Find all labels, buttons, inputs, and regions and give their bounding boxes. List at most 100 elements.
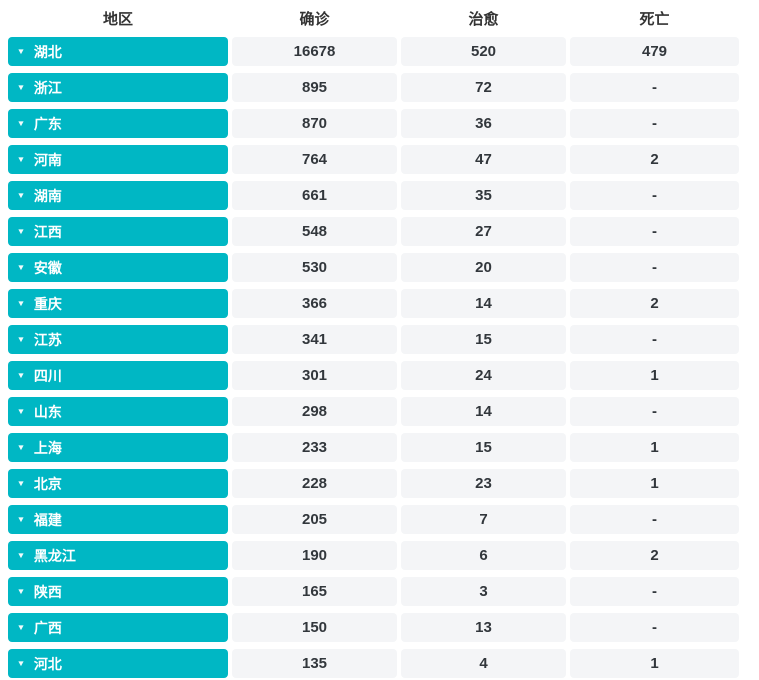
deaths-cell: 1 bbox=[570, 361, 739, 390]
confirmed-cell: 341 bbox=[232, 325, 397, 354]
region-expand-button[interactable]: ▼ 安徽 bbox=[8, 253, 228, 282]
column-header-cured: 治愈 bbox=[468, 11, 499, 28]
region-expand-button[interactable]: ▼ 浙江 bbox=[8, 73, 228, 102]
cured-cell: 36 bbox=[401, 109, 566, 138]
table-row: ▼ 山东 298 14 - bbox=[8, 397, 759, 426]
region-expand-button[interactable]: ▼ 湖南 bbox=[8, 181, 228, 210]
chevron-down-icon: ▼ bbox=[16, 550, 26, 560]
deaths-cell: - bbox=[570, 325, 739, 354]
cured-cell: 15 bbox=[401, 325, 566, 354]
region-expand-button[interactable]: ▼ 上海 bbox=[8, 433, 228, 462]
confirmed-cell: 150 bbox=[232, 613, 397, 642]
confirmed-cell: 190 bbox=[232, 541, 397, 570]
table-row: ▼ 江西 548 27 - bbox=[8, 217, 759, 246]
table-row: ▼ 北京 228 23 1 bbox=[8, 469, 759, 498]
chevron-down-icon: ▼ bbox=[16, 658, 26, 668]
table-row: ▼ 黑龙江 190 6 2 bbox=[8, 541, 759, 570]
region-expand-button[interactable]: ▼ 广东 bbox=[8, 109, 228, 138]
confirmed-cell: 530 bbox=[232, 253, 397, 282]
region-expand-button[interactable]: ▼ 江苏 bbox=[8, 325, 228, 354]
confirmed-cell: 301 bbox=[232, 361, 397, 390]
chevron-down-icon: ▼ bbox=[16, 298, 26, 308]
cured-cell: 520 bbox=[401, 37, 566, 66]
region-expand-button[interactable]: ▼ 黑龙江 bbox=[8, 541, 228, 570]
region-expand-button[interactable]: ▼ 湖北 bbox=[8, 37, 228, 66]
confirmed-cell: 135 bbox=[232, 649, 397, 678]
region-label: 四川 bbox=[33, 367, 62, 384]
region-expand-button[interactable]: ▼ 四川 bbox=[8, 361, 228, 390]
region-label: 黑龙江 bbox=[33, 547, 76, 564]
chevron-down-icon: ▼ bbox=[16, 442, 26, 452]
table-row: ▼ 浙江 895 72 - bbox=[8, 73, 759, 102]
region-label: 山东 bbox=[33, 403, 62, 420]
table-row: ▼ 陕西 165 3 - bbox=[8, 577, 759, 606]
cured-cell: 23 bbox=[401, 469, 566, 498]
confirmed-cell: 233 bbox=[232, 433, 397, 462]
table-row: ▼ 重庆 366 14 2 bbox=[8, 289, 759, 318]
region-expand-button[interactable]: ▼ 广西 bbox=[8, 613, 228, 642]
chevron-down-icon: ▼ bbox=[16, 370, 26, 380]
region-expand-button[interactable]: ▼ 河南 bbox=[8, 145, 228, 174]
region-expand-button[interactable]: ▼ 陕西 bbox=[8, 577, 228, 606]
region-label: 北京 bbox=[33, 475, 62, 492]
chevron-down-icon: ▼ bbox=[16, 262, 26, 272]
confirmed-cell: 895 bbox=[232, 73, 397, 102]
chevron-down-icon: ▼ bbox=[16, 46, 26, 56]
region-expand-button[interactable]: ▼ 北京 bbox=[8, 469, 228, 498]
cured-cell: 13 bbox=[401, 613, 566, 642]
confirmed-cell: 661 bbox=[232, 181, 397, 210]
confirmed-cell: 366 bbox=[232, 289, 397, 318]
region-label: 河北 bbox=[33, 655, 62, 672]
region-label: 上海 bbox=[33, 439, 62, 456]
region-label: 江西 bbox=[33, 223, 62, 240]
region-expand-button[interactable]: ▼ 江西 bbox=[8, 217, 228, 246]
cured-cell: 35 bbox=[401, 181, 566, 210]
confirmed-cell: 205 bbox=[232, 505, 397, 534]
table-header: 地区 确诊 治愈 死亡 bbox=[0, 0, 759, 37]
deaths-cell: - bbox=[570, 73, 739, 102]
deaths-cell: 1 bbox=[570, 433, 739, 462]
chevron-down-icon: ▼ bbox=[16, 190, 26, 200]
chevron-down-icon: ▼ bbox=[16, 334, 26, 344]
cured-cell: 20 bbox=[401, 253, 566, 282]
cured-cell: 14 bbox=[401, 289, 566, 318]
cured-cell: 4 bbox=[401, 649, 566, 678]
region-expand-button[interactable]: ▼ 福建 bbox=[8, 505, 228, 534]
chevron-down-icon: ▼ bbox=[16, 514, 26, 524]
confirmed-cell: 165 bbox=[232, 577, 397, 606]
region-expand-button[interactable]: ▼ 河北 bbox=[8, 649, 228, 678]
confirmed-cell: 228 bbox=[232, 469, 397, 498]
chevron-down-icon: ▼ bbox=[16, 154, 26, 164]
region-label: 陕西 bbox=[33, 583, 62, 600]
deaths-cell: - bbox=[570, 613, 739, 642]
chevron-down-icon: ▼ bbox=[16, 226, 26, 236]
region-label: 广东 bbox=[33, 115, 62, 132]
chevron-down-icon: ▼ bbox=[16, 118, 26, 128]
table-body: ▼ 湖北 16678 520 479 ▼ 浙江 895 72 - ▼ 广东 87… bbox=[0, 37, 759, 678]
cured-cell: 7 bbox=[401, 505, 566, 534]
region-label: 湖北 bbox=[33, 43, 62, 60]
chevron-down-icon: ▼ bbox=[16, 406, 26, 416]
region-expand-button[interactable]: ▼ 山东 bbox=[8, 397, 228, 426]
cured-cell: 72 bbox=[401, 73, 566, 102]
column-header-confirmed: 确诊 bbox=[299, 11, 330, 28]
chevron-down-icon: ▼ bbox=[16, 478, 26, 488]
region-label: 浙江 bbox=[33, 79, 62, 96]
table-row: ▼ 湖南 661 35 - bbox=[8, 181, 759, 210]
cured-cell: 3 bbox=[401, 577, 566, 606]
deaths-cell: - bbox=[570, 505, 739, 534]
column-header-deaths: 死亡 bbox=[639, 11, 670, 28]
deaths-cell: - bbox=[570, 397, 739, 426]
table-row: ▼ 江苏 341 15 - bbox=[8, 325, 759, 354]
cured-cell: 15 bbox=[401, 433, 566, 462]
region-label: 福建 bbox=[33, 511, 62, 528]
deaths-cell: - bbox=[570, 577, 739, 606]
cured-cell: 14 bbox=[401, 397, 566, 426]
table-row: ▼ 湖北 16678 520 479 bbox=[8, 37, 759, 66]
table-row: ▼ 河南 764 47 2 bbox=[8, 145, 759, 174]
region-label: 广西 bbox=[33, 619, 62, 636]
table-row: ▼ 四川 301 24 1 bbox=[8, 361, 759, 390]
region-expand-button[interactable]: ▼ 重庆 bbox=[8, 289, 228, 318]
region-label: 安徽 bbox=[33, 259, 62, 276]
